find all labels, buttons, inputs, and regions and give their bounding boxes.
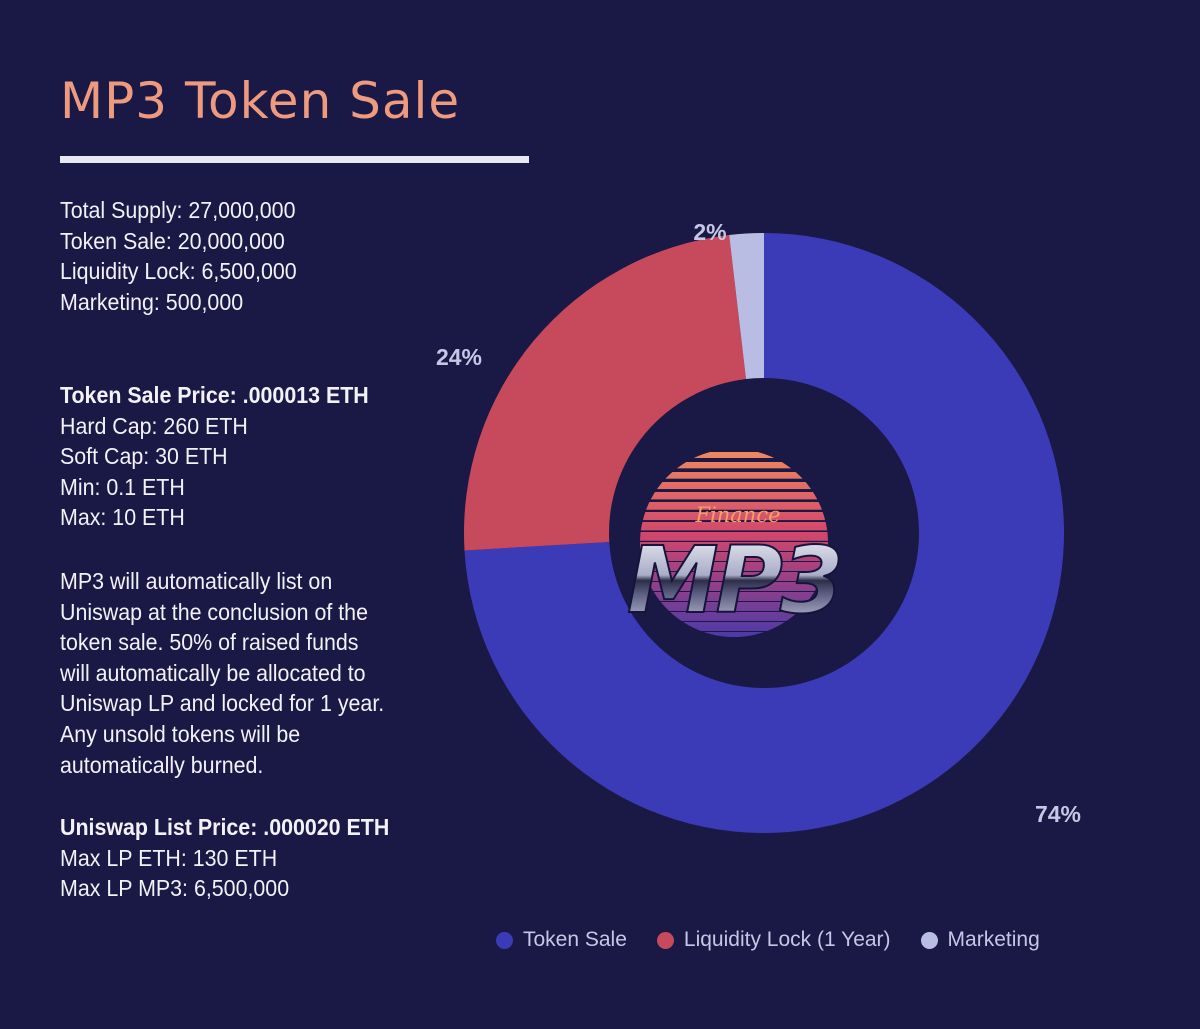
data-label-liquidity-lock: 24% [436,344,482,370]
legend-swatch [496,931,513,949]
token-allocation-donut-chart: 74% 24% 2% Finance MP3 [436,219,1081,833]
description-line: Uniswap at the conclusion of the [60,598,368,625]
data-label-marketing: 2% [693,219,726,245]
slice-marketing [729,233,764,380]
min-line: Min: 0.1 ETH [60,473,185,500]
logo-script-text: Finance [694,503,780,527]
sale-price-heading: Token Sale Price: .000013 ETH [60,382,369,408]
liquidity-lock-supply-line: Liquidity Lock: 6,500,000 [60,258,297,285]
chart-legend: Token Sale Liquidity Lock (1 Year) Marketi… [496,926,1040,954]
legend-token-sale: Token Sale [496,928,627,952]
description-line: Any unsold tokens will be [60,720,301,747]
legend-label: Liquidity Lock (1 Year) [683,928,891,951]
title-underline [60,156,529,163]
max-lp-eth-line: Max LP ETH: 130 ETH [60,844,278,871]
pie-slices [464,233,1064,833]
legend-swatch [656,931,674,949]
listing-description: MP3 will automatically list on Uniswap a… [60,566,384,780]
marketing-supply-line: Marketing: 500,000 [60,288,244,315]
soft-cap-line: Soft Cap: 30 ETH [60,443,228,470]
pie-data-labels: 74% 24% 2% [436,219,1081,827]
listing-info: Uniswap List Price: .000020 ETH Max LP E… [60,812,389,904]
description-line: Uniswap LP and locked for 1 year. [60,690,385,717]
max-line: Max: 10 ETH [60,504,185,531]
hard-cap-line: Hard Cap: 260 ETH [60,412,248,439]
logo-main-text: MP3 [627,527,841,634]
legend-marketing: Marketing [920,928,1040,952]
legend-liquidity-lock: Liquidity Lock (1 Year) [656,928,891,952]
data-label-token-sale: 74% [1035,801,1081,827]
description-line: token sale. 50% of raised funds [60,629,359,656]
mp3-finance-logo: Finance MP3 [626,449,845,637]
description-line: MP3 will automatically list on [60,568,333,594]
legend-swatch [920,931,938,949]
supply-info: Total Supply: 27,000,000 Token Sale: 20,… [60,195,297,317]
page-title: MP3 Token Sale [60,72,461,130]
max-lp-mp3-line: Max LP MP3: 6,500,000 [60,875,290,902]
description-line: automatically burned. [60,751,264,778]
sale-info: Token Sale Price: .000013 ETH Hard Cap: … [60,380,369,533]
slice-liquidity-lock [464,235,747,551]
legend-label: Token Sale [523,928,627,951]
token-sale-supply-line: Token Sale: 20,000,000 [60,227,285,254]
list-price-heading: Uniswap List Price: .000020 ETH [60,814,390,840]
total-supply-line: Total Supply: 27,000,000 [60,197,296,223]
slice-token-sale [464,233,1064,833]
legend-label: Marketing [947,928,1040,951]
description-line: will automatically be allocated to [60,659,366,686]
